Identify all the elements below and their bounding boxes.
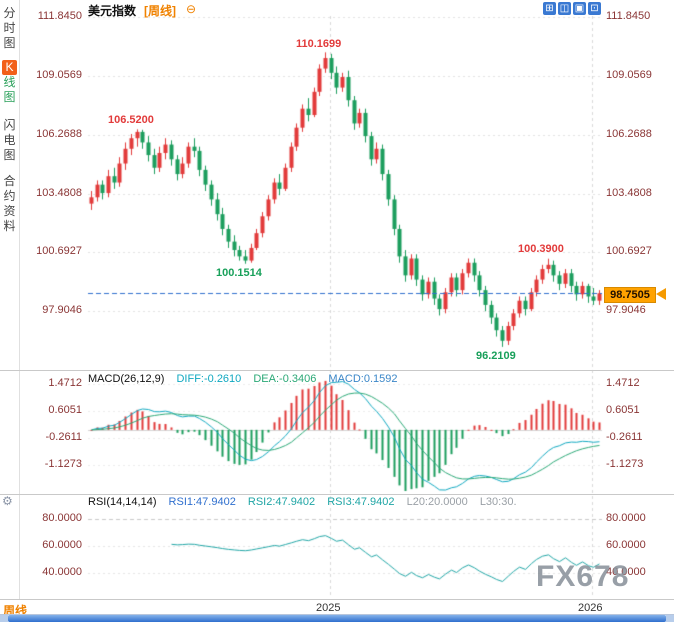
- rsi-l20-label: L20:20.0000: [406, 496, 468, 508]
- annotation-swing-low-2: 96.2109: [476, 350, 516, 362]
- zoom-out-icon[interactable]: ⊖: [186, 2, 197, 16]
- price-marker-triangle-icon: [656, 288, 666, 300]
- macd-axis-label-left: 0.6051: [48, 404, 82, 416]
- fx678-watermark: FX678: [536, 560, 630, 593]
- y-axis-label-left: 103.4808: [36, 187, 82, 199]
- period-tag: [周线]: [144, 4, 176, 18]
- rsi-axis-label-left: 40.0000: [42, 566, 82, 578]
- panel-view-icon[interactable]: ▣: [573, 2, 586, 15]
- sidebar-divider: [19, 0, 20, 599]
- rsi-axis-label-left: 60.0000: [42, 539, 82, 551]
- sidebar-item-label: 合约资料: [3, 174, 16, 233]
- macd-axis-label-right: 1.4712: [606, 377, 640, 389]
- y-axis-label-right: 111.8450: [606, 10, 651, 22]
- rsi-title: RSI(14,14,14): [88, 496, 157, 508]
- axis-separator: [0, 599, 674, 600]
- pane-separator: [0, 370, 674, 371]
- instrument-title: 美元指数: [88, 4, 137, 18]
- horizontal-scrollbar[interactable]: [0, 614, 674, 622]
- y-axis-label-right: 103.4808: [606, 187, 652, 199]
- macd-axis-label-right: -0.2611: [606, 431, 643, 443]
- kline-rest-label: 线图: [3, 75, 16, 104]
- annotation-swing-high-2: 100.3900: [518, 243, 564, 255]
- split-view-icon[interactable]: ◫: [558, 2, 571, 15]
- macd-axis-label-right: -1.1273: [606, 458, 644, 470]
- rsi-l30-label: L30:30.: [479, 496, 517, 508]
- sidebar-item-label: 分时图: [3, 6, 16, 50]
- rsi2-value: RSI2:47.9402: [247, 496, 316, 508]
- y-axis-label-right: 109.0569: [606, 69, 652, 81]
- y-axis-label-right: 106.2688: [606, 128, 652, 140]
- annotation-swing-high-1: 106.5200: [108, 114, 154, 126]
- kline-k-highlight: K: [2, 60, 17, 75]
- rsi-axis-label-right: 80.0000: [606, 512, 646, 524]
- sidebar-item-kline[interactable]: K 线图: [1, 60, 18, 105]
- x-axis-year-2025: 2025: [316, 602, 341, 614]
- macd-title: MACD(26,12,9): [88, 373, 165, 385]
- macd-axis-label-left: -1.1273: [44, 458, 82, 470]
- rsi-axis-label-left: 80.0000: [42, 512, 82, 524]
- annotation-swing-low-1: 100.1514: [216, 267, 262, 279]
- rsi-axis-label-right: 60.0000: [606, 539, 646, 551]
- macd-diff-value: DIFF:-0.2610: [176, 373, 242, 385]
- scrollbar-thumb[interactable]: [8, 615, 666, 622]
- y-axis-label-left: 109.0569: [36, 69, 82, 81]
- sidebar-item-contract-info[interactable]: 合约资料: [1, 174, 18, 234]
- macd-dea-value: DEA:-0.3406: [253, 373, 317, 385]
- annotation-peak: 110.1699: [296, 38, 342, 50]
- sidebar-item-label: 闪电图: [3, 118, 16, 162]
- rsi-header: RSI(14,14,14) RSI1:47.9402 RSI2:47.9402 …: [88, 496, 526, 508]
- y-axis-label-right: 100.6927: [606, 245, 652, 257]
- macd-hist-value: MACD:0.1592: [328, 373, 398, 385]
- scroll-left-button[interactable]: [0, 615, 8, 622]
- maximize-view-icon[interactable]: ⊡: [588, 2, 601, 15]
- rsi3-value: RSI3:47.9402: [327, 496, 395, 508]
- macd-axis-label-left: 1.4712: [48, 377, 82, 389]
- x-axis-year-2026: 2026: [578, 602, 603, 614]
- y-axis-label-left: 111.8450: [37, 10, 82, 22]
- pane-separator: [0, 494, 674, 495]
- sidebar-item-timeshare[interactable]: 分时图: [1, 6, 18, 51]
- y-axis-label-left: 106.2688: [36, 128, 82, 140]
- macd-axis-label-right: 0.6051: [606, 404, 640, 416]
- macd-axis-label-left: -0.2611: [45, 431, 83, 443]
- settings-gear-icon[interactable]: ⚙: [2, 494, 13, 508]
- rsi-axis-label-right: 40.0000: [606, 566, 646, 578]
- y-axis-label-left: 97.9046: [42, 304, 82, 316]
- y-axis-label-right: 97.9046: [606, 304, 646, 316]
- sidebar-item-lightning[interactable]: 闪电图: [1, 118, 18, 163]
- current-price-tag: 98.7505: [604, 287, 656, 303]
- macd-header: MACD(26,12,9) DIFF:-0.2610 DEA:-0.3406 M…: [88, 373, 407, 385]
- scroll-right-button[interactable]: [666, 615, 674, 622]
- rsi1-value: RSI1:47.9402: [168, 496, 236, 508]
- grid-view-icon[interactable]: ⊞: [543, 2, 556, 15]
- y-axis-label-left: 100.6927: [36, 245, 82, 257]
